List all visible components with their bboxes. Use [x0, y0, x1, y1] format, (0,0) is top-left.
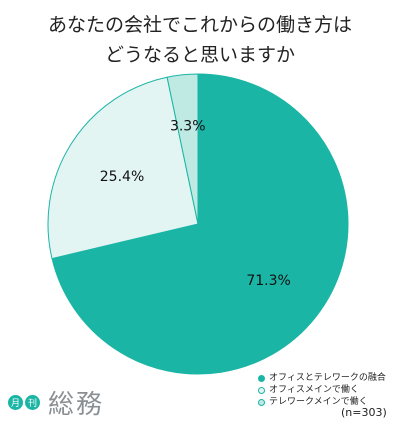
chart-legend: オフィスとテレワークの融合 オフィスメインで働く テレワークメインで働く: [258, 372, 386, 408]
slice-label-2: 25.4%: [100, 169, 144, 185]
legend-label-1: オフィスとテレワークの融合: [269, 373, 386, 383]
legend-swatch-2: [258, 386, 265, 394]
legend-item-3: テレワークメインで働く: [258, 396, 386, 408]
chart-title-line-2: どうなると思いますか: [104, 44, 295, 66]
slice-label-1: 71.3%: [246, 273, 290, 289]
slice-label-3: 3.3%: [170, 119, 206, 135]
legend-swatch-1: [258, 374, 265, 382]
legend-label-3: テレワークメインで働く: [269, 397, 368, 407]
legend-item-1: オフィスとテレワークの融合: [258, 372, 386, 384]
chart-title: あなたの会社でこれからの働き方は どうなると思いますか: [0, 10, 400, 70]
logo: 月 刊 総務: [8, 384, 104, 421]
pie-slice-2: [47, 76, 199, 260]
pie-slice-3: [166, 73, 199, 225]
chart-title-line-1: あなたの会社でこれからの働き方は: [47, 14, 352, 36]
pie-slice-1: [51, 73, 349, 375]
logo-text: 総務: [48, 390, 105, 420]
legend-item-2: オフィスメインで働く: [258, 384, 386, 396]
logo-badge-month: 月: [8, 395, 23, 410]
logo-badge-issue: 刊: [25, 395, 40, 410]
legend-swatch-3: [258, 398, 265, 406]
sample-size: (n=303): [341, 406, 387, 419]
legend-label-2: オフィスメインで働く: [269, 385, 359, 395]
